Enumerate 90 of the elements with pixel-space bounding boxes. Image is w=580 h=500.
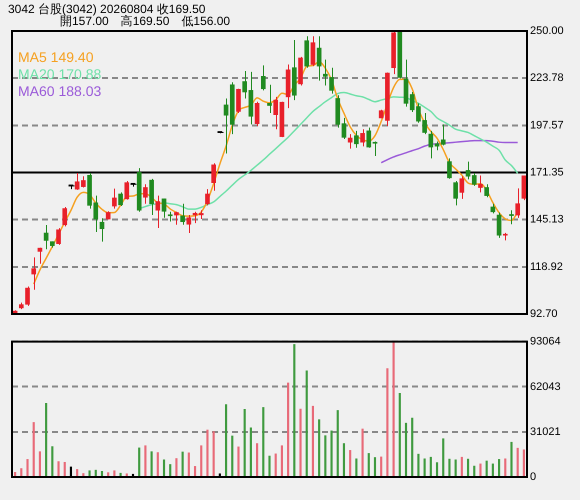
bar	[522, 449, 525, 476]
bar	[244, 409, 246, 476]
y-tick-label: 250.00	[530, 25, 564, 38]
bar	[250, 427, 252, 476]
text: MA20 170.88	[18, 66, 102, 83]
chart-title: 3042 台股(3042) 20260804 收169.50	[8, 1, 206, 16]
bar	[126, 473, 128, 476]
bar	[516, 448, 519, 476]
bar	[342, 443, 346, 476]
bar	[94, 470, 97, 476]
bar	[144, 445, 146, 476]
bar	[162, 460, 166, 476]
bar	[454, 460, 457, 476]
bar	[256, 443, 258, 476]
bar	[312, 406, 314, 476]
bar	[188, 452, 190, 476]
bar	[45, 403, 48, 476]
bar	[206, 430, 209, 476]
bar	[380, 456, 382, 476]
bar	[64, 462, 66, 476]
y-tick-label: 62043	[530, 380, 561, 393]
y-tick-label: 118.92	[530, 260, 563, 273]
bar	[504, 458, 506, 476]
y-tick-label: 92.70	[530, 308, 558, 320]
bar	[156, 452, 159, 476]
bar	[306, 370, 308, 476]
bar	[442, 438, 444, 476]
y-tick-label: 31021	[530, 426, 561, 438]
bar	[138, 448, 140, 476]
bar	[231, 436, 234, 476]
bar	[392, 342, 395, 476]
bar	[386, 368, 388, 476]
candlestick	[509, 210, 514, 225]
y-tick-label: 171.35	[530, 166, 564, 179]
y-tick-label: 197.57	[530, 119, 564, 132]
bar	[411, 418, 414, 476]
y-tick-label: 93064	[530, 336, 561, 348]
bar	[76, 469, 78, 476]
bar	[57, 461, 60, 476]
bar	[182, 452, 184, 476]
bar	[51, 446, 54, 476]
bar	[330, 430, 333, 476]
bar	[492, 464, 494, 476]
bar	[169, 464, 172, 476]
bar	[268, 456, 271, 476]
y-tick-label: 0	[530, 471, 536, 484]
bar	[32, 422, 35, 476]
chart-subtitle: 開157.00 高169.50 低156.00	[60, 14, 230, 30]
bar	[486, 460, 488, 476]
bar	[237, 446, 240, 476]
text: MA60 188.03	[18, 83, 102, 100]
bar	[224, 404, 228, 476]
bar	[38, 451, 41, 476]
bar	[374, 457, 376, 476]
bar	[336, 410, 339, 476]
bar	[287, 382, 290, 476]
bar	[430, 456, 432, 476]
bar	[280, 445, 283, 476]
bar	[355, 458, 358, 476]
bar	[368, 453, 370, 476]
text: MA5 149.40	[18, 49, 94, 66]
bar	[293, 344, 296, 476]
y-tick-label: 223.78	[530, 72, 564, 84]
bar	[274, 454, 277, 476]
bar	[318, 419, 320, 476]
bar	[498, 459, 500, 476]
bar	[510, 442, 513, 476]
y-tick-label: 145.13	[530, 214, 564, 226]
bar	[26, 459, 29, 476]
candlestick	[267, 84, 272, 114]
bar	[262, 407, 264, 476]
bar	[479, 464, 482, 476]
bar	[473, 466, 476, 476]
bar	[107, 472, 110, 476]
bar	[200, 445, 202, 476]
bar	[299, 408, 302, 476]
candlestick	[174, 211, 179, 226]
bar	[194, 466, 196, 476]
bar	[404, 422, 408, 476]
bar	[324, 435, 326, 476]
bar	[349, 450, 352, 476]
bar	[398, 393, 401, 476]
bar	[212, 431, 215, 476]
bar	[20, 468, 22, 476]
bar	[361, 428, 364, 476]
bar	[417, 454, 420, 476]
bar	[150, 451, 153, 476]
bar	[175, 458, 178, 476]
bar	[460, 456, 463, 476]
bar	[424, 458, 426, 476]
